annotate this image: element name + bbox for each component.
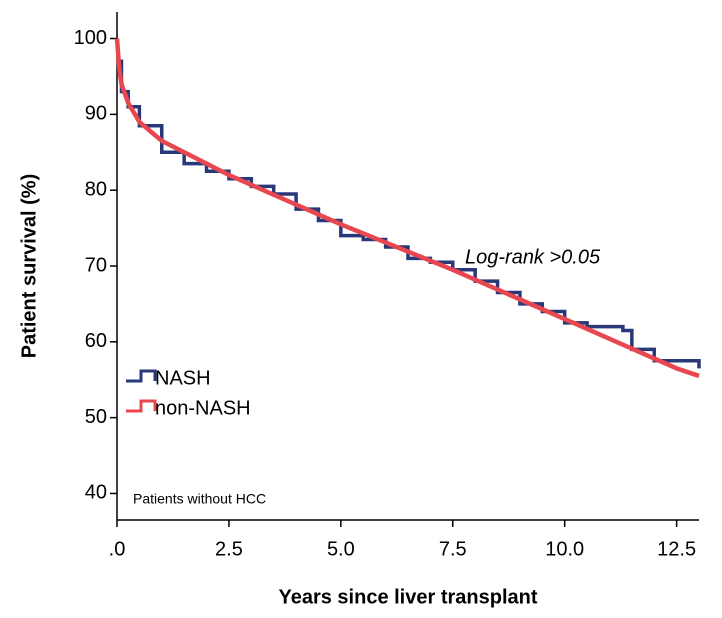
legend-symbol xyxy=(126,369,157,383)
y-axis-title: Patient survival (%) xyxy=(18,174,40,359)
legend-label: non-NASH xyxy=(155,397,251,419)
survival-curve xyxy=(114,38,700,379)
y-tick-label: 40 xyxy=(85,482,107,504)
x-tick-label: 12.5 xyxy=(657,538,696,560)
annotation: Log-rank >0.05 xyxy=(465,246,601,268)
x-tick-label: 10.0 xyxy=(545,538,584,560)
y-tick-label: 90 xyxy=(85,103,107,125)
y-tick-label: 60 xyxy=(85,330,107,352)
x-axis-title: Years since liver transplant xyxy=(278,586,537,608)
x-tick-label: 7.5 xyxy=(439,538,467,560)
legend-symbol xyxy=(126,399,157,413)
y-tick-label: 80 xyxy=(85,178,107,200)
x-tick-label: .0 xyxy=(109,538,126,560)
y-tick-label: 50 xyxy=(85,406,107,428)
y-tick-label: 100 xyxy=(74,27,107,49)
x-tick-label: 2.5 xyxy=(215,538,243,560)
annotation: Patients without HCC xyxy=(133,491,266,507)
x-tick-label: 5.0 xyxy=(327,538,355,560)
legend-label: NASH xyxy=(155,367,211,389)
y-tick-label: 70 xyxy=(85,254,107,276)
